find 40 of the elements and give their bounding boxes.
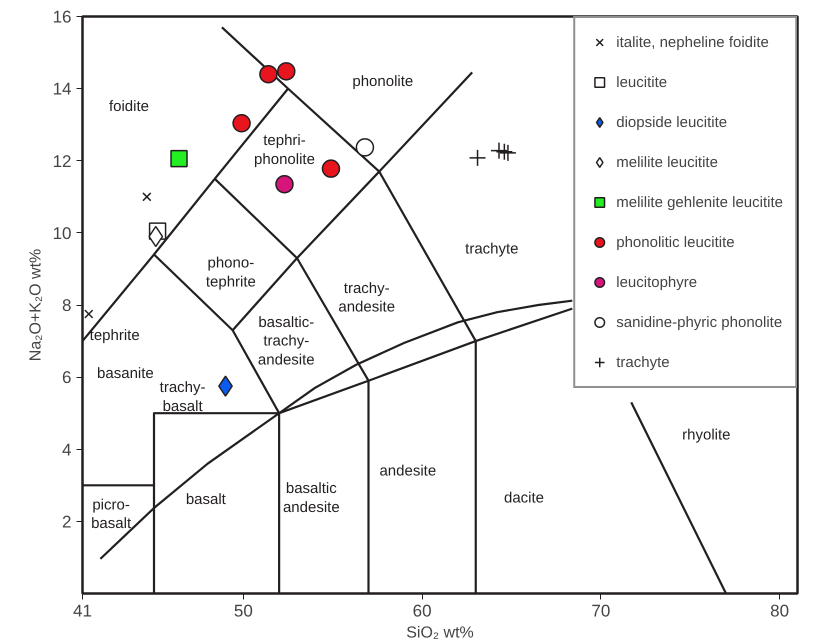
annotation: basaltic andesite [282,480,340,516]
legend-label: sanidine-phyric phonolite [616,314,782,330]
annotation: phonolite [352,72,414,90]
y-tick-label: 6 [62,368,72,388]
x-tick-label: 50 [234,602,253,620]
y-tick-label: 10 [52,224,72,243]
annotation: basaltic- trachy- andesite [258,314,315,368]
annotation: dacite [504,489,544,506]
x-tick-label: 41 [73,602,92,620]
legend-label: diopside leucitite [616,114,728,130]
x-tick-label: 60 [412,602,432,620]
legend-label: leucitite [616,74,668,90]
legend-label: melilite leucitite [616,154,718,170]
annotation: trachyte [465,240,519,258]
annotation: andesite [379,462,436,480]
annotation: picro- basalt [91,496,132,532]
y-tick-label: 14 [52,80,72,99]
annotation: trachy- andesite [338,280,396,316]
x-axis-title: SiO₂ wt% [406,624,474,642]
y-tick-label: 16 [52,8,72,26]
y-tick-label: 8 [62,296,72,315]
legend-label: melilite gehlenite leucitite [616,194,783,210]
annotation: tephri- phonolite [254,132,315,168]
annotation: basalt [186,491,227,508]
y-tick-label: 12 [52,152,72,171]
legend-label: leucitophyre [616,274,698,290]
annotation: rhyolite [682,426,731,444]
annotation: phono- tephrite [206,254,256,290]
y-tick-label: 2 [62,512,72,532]
annotation: basanite [97,365,154,382]
legend-label: trachyte [616,354,670,370]
annotation: foidite [108,98,149,116]
x-tick-label: 70 [591,602,610,620]
y-tick-label: 4 [62,440,72,460]
annotation: trachy- basalt [160,379,206,415]
legend-label: phonolitic leucitite [616,234,735,250]
legend-label: italite, nepheline foidite [616,34,769,50]
x-tick-label: 80 [770,602,790,620]
annotation: tephrite [90,327,140,344]
y-axis-title: Na₂O+K₂O wt% [28,248,45,362]
